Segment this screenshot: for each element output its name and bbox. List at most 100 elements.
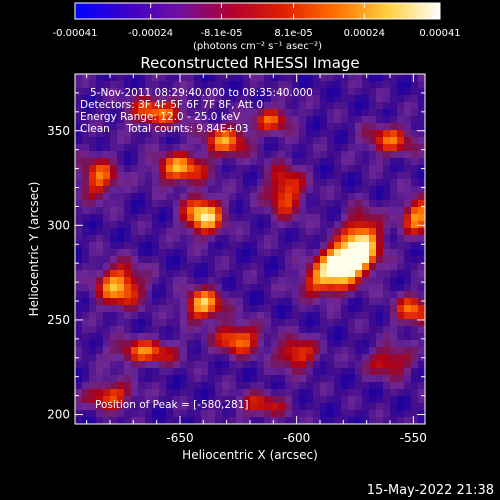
heatmap-cell xyxy=(250,235,258,243)
heatmap-cell xyxy=(110,207,118,215)
heatmap-cell xyxy=(313,81,321,89)
heatmap-cell xyxy=(355,305,363,313)
heatmap-cell xyxy=(194,354,202,362)
heatmap-cell xyxy=(320,193,328,201)
heatmap-cell xyxy=(152,396,160,404)
heatmap-cell xyxy=(201,361,209,369)
heatmap-cell xyxy=(292,298,300,306)
heatmap-cell xyxy=(327,361,335,369)
heatmap-cell xyxy=(166,410,174,418)
heatmap-cell xyxy=(257,228,265,236)
heatmap-cell xyxy=(264,284,272,292)
heatmap-cell xyxy=(341,326,349,334)
heatmap-cell xyxy=(124,228,132,236)
heatmap-cell xyxy=(166,354,174,362)
heatmap-cell xyxy=(75,270,83,278)
heatmap-cell xyxy=(166,396,174,404)
heatmap-cell xyxy=(313,130,321,138)
heatmap-cell xyxy=(75,116,83,124)
heatmap-cell xyxy=(320,403,328,411)
heatmap-cell xyxy=(229,179,237,187)
heatmap-cell xyxy=(222,361,230,369)
heatmap-cell xyxy=(306,410,314,418)
heatmap-cell xyxy=(334,305,342,313)
heatmap-cell xyxy=(299,151,307,159)
heatmap-cell xyxy=(320,172,328,180)
heatmap-cell xyxy=(117,214,125,222)
heatmap-cell xyxy=(110,165,118,173)
heatmap-cell xyxy=(383,95,391,103)
heatmap-cell xyxy=(159,396,167,404)
heatmap-cell xyxy=(222,235,230,243)
heatmap-cell xyxy=(390,200,398,208)
heatmap-cell xyxy=(236,326,244,334)
heatmap-cell xyxy=(376,109,384,117)
heatmap-cell xyxy=(75,151,83,159)
heatmap-cell xyxy=(117,382,125,390)
heatmap-cell xyxy=(180,319,188,327)
heatmap-cell xyxy=(110,354,118,362)
heatmap-cell xyxy=(229,228,237,236)
heatmap-cell xyxy=(390,354,398,362)
heatmap-cell xyxy=(334,277,342,285)
heatmap-cell xyxy=(383,144,391,152)
heatmap-cell xyxy=(152,179,160,187)
heatmap-cell xyxy=(187,235,195,243)
heatmap-cell xyxy=(138,109,146,117)
heatmap-cell xyxy=(411,235,419,243)
heatmap-cell xyxy=(383,81,391,89)
heatmap-cell xyxy=(229,354,237,362)
heatmap-cell xyxy=(376,179,384,187)
heatmap-cell xyxy=(229,326,237,334)
heatmap-cell xyxy=(208,417,216,425)
heatmap-cell xyxy=(82,207,90,215)
heatmap-cell xyxy=(117,242,125,250)
heatmap-cell xyxy=(110,263,118,271)
heatmap-cell xyxy=(250,116,258,124)
heatmap-cell xyxy=(194,200,202,208)
heatmap-cell xyxy=(243,354,251,362)
heatmap-cell xyxy=(292,326,300,334)
heatmap-cell xyxy=(208,354,216,362)
heatmap-cell xyxy=(306,207,314,215)
heatmap-cell xyxy=(103,305,111,313)
heatmap-cell xyxy=(341,88,349,96)
heatmap-cell xyxy=(306,326,314,334)
heatmap-cell xyxy=(306,137,314,145)
heatmap-cell xyxy=(376,116,384,124)
heatmap-cell xyxy=(201,249,209,257)
heatmap-cell xyxy=(194,228,202,236)
heatmap-cell xyxy=(166,123,174,131)
heatmap-cell xyxy=(348,389,356,397)
heatmap-cell xyxy=(320,109,328,117)
heatmap-cell xyxy=(411,207,419,215)
heatmap-cell xyxy=(194,319,202,327)
heatmap-cell xyxy=(110,214,118,222)
heatmap-cell xyxy=(103,109,111,117)
heatmap-cell xyxy=(131,172,139,180)
heatmap-cell xyxy=(334,186,342,194)
heatmap-cell xyxy=(138,102,146,110)
heatmap-cell xyxy=(229,74,237,82)
heatmap-cell xyxy=(152,361,160,369)
heatmap-cell xyxy=(208,116,216,124)
heatmap-cell xyxy=(411,137,419,145)
heatmap-cell xyxy=(348,340,356,348)
heatmap-cell xyxy=(187,368,195,376)
heatmap-cell xyxy=(313,361,321,369)
heatmap-cell xyxy=(383,242,391,250)
heatmap-cell xyxy=(299,368,307,376)
heatmap-cell xyxy=(187,319,195,327)
heatmap-cell xyxy=(362,144,370,152)
heatmap-cell xyxy=(383,389,391,397)
heatmap-cell xyxy=(82,95,90,103)
heatmap-cell xyxy=(327,172,335,180)
heatmap-cell xyxy=(313,235,321,243)
heatmap-cell xyxy=(362,200,370,208)
heatmap-cell xyxy=(159,207,167,215)
heatmap-cell xyxy=(355,179,363,187)
heatmap-cell xyxy=(96,333,104,341)
heatmap-cell xyxy=(313,389,321,397)
heatmap-cell xyxy=(292,221,300,229)
heatmap-cell xyxy=(173,263,181,271)
